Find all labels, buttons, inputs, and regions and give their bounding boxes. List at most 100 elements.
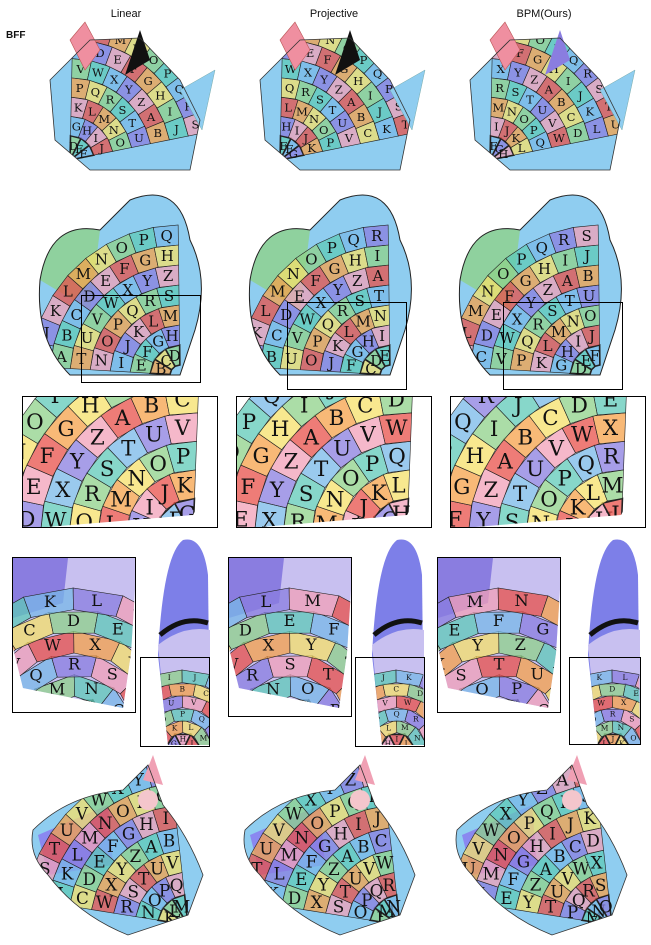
svg-text:V: V — [166, 853, 180, 873]
svg-text:Z: Z — [284, 450, 299, 475]
svg-text:D: D — [69, 139, 78, 153]
svg-text:U: U — [145, 423, 163, 448]
svg-text:J: J — [565, 814, 574, 834]
svg-text:Y: Y — [69, 450, 85, 475]
svg-text:T: T — [138, 869, 150, 889]
svg-text:M: M — [467, 592, 484, 611]
svg-text:F: F — [516, 46, 524, 60]
svg-text:O: O — [310, 813, 324, 833]
svg-text:U: U — [168, 698, 174, 707]
svg-text:R: R — [371, 227, 383, 245]
svg-text:N: N — [481, 282, 494, 300]
svg-text:M: M — [200, 734, 208, 743]
svg-text:S: S — [164, 287, 174, 305]
svg-text:B: B — [517, 425, 533, 450]
svg-text:P: P — [312, 333, 322, 351]
svg-text:U: U — [583, 287, 596, 305]
svg-text:K: K — [251, 324, 263, 342]
svg-text:W: W — [285, 804, 303, 824]
svg-text:T: T — [494, 655, 505, 674]
svg-text:D: D — [586, 830, 599, 850]
svg-text:M: M — [306, 27, 318, 41]
svg-text:O: O — [116, 136, 125, 150]
svg-text:E: E — [603, 397, 619, 412]
svg-text:N: N — [266, 679, 280, 698]
svg-text:Q: Q — [322, 316, 334, 334]
svg-text:Q: Q — [370, 881, 384, 901]
svg-text:Z: Z — [344, 769, 356, 789]
svg-text:J: J — [504, 124, 510, 138]
svg-text:O: O — [116, 801, 130, 821]
column-header-bpm: BPM(Ours) — [516, 8, 572, 20]
svg-text:F: F — [493, 611, 504, 630]
svg-text:X: X — [89, 635, 101, 654]
svg-text:J: J — [357, 495, 368, 520]
svg-text:N: N — [494, 845, 509, 865]
svg-text:O: O — [319, 123, 328, 137]
svg-text:Q: Q — [388, 445, 406, 470]
svg-text:M: M — [492, 100, 504, 114]
svg-text:H: H — [155, 88, 165, 102]
svg-text:J: J — [372, 808, 381, 828]
svg-text:F: F — [324, 53, 332, 67]
svg-text:J: J — [173, 122, 179, 136]
svg-text:V: V — [548, 437, 565, 462]
svg-text:D: D — [609, 684, 615, 693]
svg-text:N: N — [109, 123, 119, 137]
svg-text:R: R — [478, 397, 495, 409]
svg-text:J: J — [610, 734, 614, 743]
svg-text:T: T — [251, 859, 263, 879]
svg-text:O: O — [519, 112, 528, 126]
svg-text:I: I — [114, 397, 122, 401]
svg-text:B: B — [143, 397, 159, 418]
svg-text:M: M — [304, 591, 321, 610]
svg-text:B: B — [155, 360, 166, 378]
svg-text:L: L — [188, 723, 193, 732]
svg-text:Q: Q — [454, 410, 472, 435]
svg-text:D: D — [67, 611, 80, 630]
svg-text:L: L — [386, 723, 391, 732]
svg-text:V: V — [272, 820, 286, 840]
svg-text:K: K — [538, 397, 555, 401]
svg-text:S: S — [316, 93, 324, 107]
svg-text:K: K — [619, 739, 625, 748]
svg-text:A: A — [544, 83, 554, 97]
svg-text:M: M — [98, 112, 110, 126]
svg-text:C: C — [542, 406, 558, 431]
svg-text:P: P — [327, 239, 337, 257]
svg-text:D: D — [280, 306, 292, 324]
svg-text:Y: Y — [522, 892, 535, 912]
svg-text:N: N — [414, 734, 421, 743]
svg-text:I: I — [379, 327, 385, 345]
svg-text:H: H — [281, 120, 291, 134]
rhino-render-bpm: FGHIJKLMNOPQRSTUVWXYZABCDEFGHIJKLMNOPQRS… — [450, 20, 640, 180]
svg-text:M: M — [280, 845, 297, 865]
svg-text:Z: Z — [483, 478, 498, 503]
svg-text:Q: Q — [75, 510, 93, 528]
svg-text:U: U — [349, 869, 363, 889]
svg-text:L: L — [586, 481, 600, 506]
svg-text:P: P — [516, 250, 526, 268]
svg-text:B: B — [553, 846, 565, 866]
svg-text:P: P — [511, 679, 522, 698]
svg-text:H: H — [271, 417, 290, 442]
svg-text:E: E — [500, 888, 512, 908]
svg-text:U: U — [538, 103, 548, 117]
svg-text:B: B — [583, 267, 594, 285]
svg-text:U: U — [150, 859, 164, 879]
bunny-zoom-projective: FGHIJKLMNOPQRSTUVWXYZABCDEFGHIJKLMNOPQRS… — [236, 396, 432, 528]
rhino-render-projective: EFGHIJKLMNOPQRSTUVWXYZABCDEFGHIJKLMNOPQR… — [240, 20, 430, 180]
svg-text:D: D — [83, 288, 95, 306]
svg-text:J: J — [577, 88, 583, 102]
svg-text:L: L — [91, 591, 102, 610]
svg-text:I: I — [566, 74, 571, 88]
svg-text:R: R — [532, 316, 544, 334]
svg-text:U: U — [611, 118, 621, 132]
svg-text:E: E — [136, 357, 147, 375]
svg-text:V: V — [471, 839, 485, 859]
svg-text:H: H — [498, 147, 508, 161]
svg-text:G: G — [318, 836, 331, 856]
svg-text:C: C — [569, 837, 582, 857]
svg-text:G: G — [517, 851, 530, 871]
